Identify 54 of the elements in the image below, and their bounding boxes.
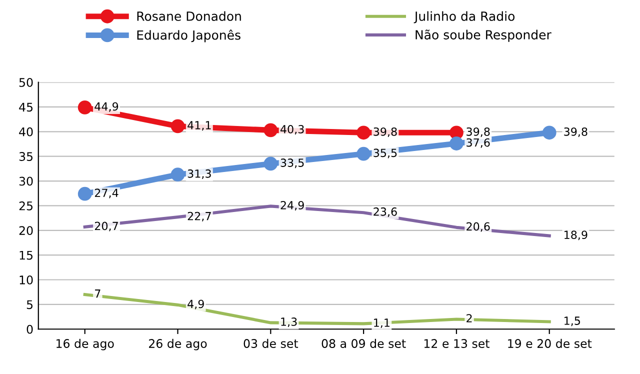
data-label: 1,1 <box>374 318 390 328</box>
x-tick-label: 16 de ago <box>56 338 114 350</box>
y-tick-label: 5 <box>26 300 33 310</box>
data-label: 27,4 <box>94 188 118 198</box>
y-tick-label: 35 <box>19 152 33 161</box>
data-label: 37,6 <box>466 138 490 148</box>
point <box>170 119 185 134</box>
x-tick-label: 19 e 20 de set <box>508 338 592 348</box>
y-tick-label: 20 <box>19 226 33 236</box>
legend-label: Não soube Responder <box>416 30 552 42</box>
y-tick-label: 50 <box>19 78 33 87</box>
y-tick-label: 25 <box>19 201 33 210</box>
data-label: 40,3 <box>280 124 304 135</box>
legend-label: Rosane Donadon <box>137 11 241 21</box>
data-label: 4,9 <box>188 300 204 310</box>
y-tick-label: 40 <box>19 127 33 136</box>
point <box>450 136 464 150</box>
point <box>264 156 278 171</box>
y-tick-label: 0 <box>26 324 33 334</box>
data-label: 7 <box>95 290 100 298</box>
point <box>356 126 371 140</box>
point <box>78 186 92 201</box>
point <box>264 123 278 138</box>
data-label: 18,9 <box>564 230 588 240</box>
data-label: 33,5 <box>280 158 304 168</box>
x-tick-label: 12 e 13 set <box>424 339 490 348</box>
point <box>170 168 185 182</box>
data-label: 39,8 <box>466 127 490 137</box>
data-label: 1,5 <box>564 316 580 326</box>
y-tick-label: 15 <box>20 250 33 260</box>
y-tick-label: 10 <box>20 275 33 284</box>
y-tick-label: 30 <box>19 176 33 186</box>
y-tick-label: 45 <box>19 102 33 112</box>
data-label: 39,8 <box>564 127 588 137</box>
point <box>542 126 556 140</box>
data-label: 1,3 <box>281 318 297 328</box>
legend-label: Eduardo Japonês <box>137 30 240 42</box>
data-label: 35,5 <box>374 148 397 158</box>
x-tick-label: 26 de ago <box>149 338 207 350</box>
data-label: 41,1 <box>188 121 211 131</box>
x-tick-label: 08 a 09 de set <box>322 338 406 348</box>
data-label: 31,3 <box>188 169 211 179</box>
point <box>78 100 92 114</box>
data-label: 2 <box>466 314 472 322</box>
x-tick-label: 03 de set <box>244 338 298 348</box>
legend-label: Julinho da Radio <box>414 11 515 24</box>
data-label: 39,8 <box>374 127 397 137</box>
data-label: 24,9 <box>280 201 304 211</box>
data-label: 20,7 <box>94 222 118 232</box>
data-label: 22,7 <box>188 212 211 222</box>
point <box>356 146 371 161</box>
data-label: 20,6 <box>466 222 490 232</box>
data-label: 44,9 <box>94 102 118 112</box>
data-label: 23,6 <box>374 207 397 217</box>
